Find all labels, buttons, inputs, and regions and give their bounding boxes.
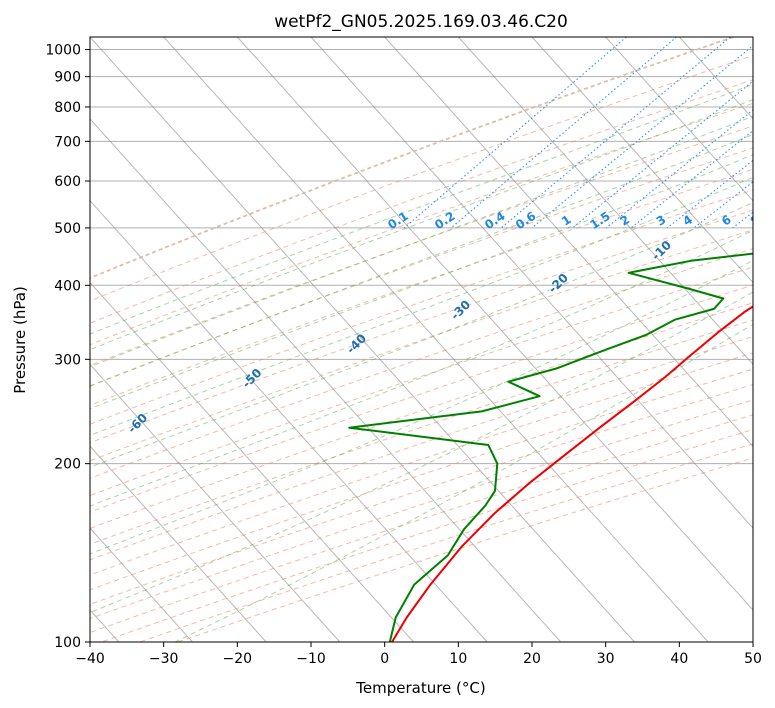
dry-adiabat-line [90,248,753,479]
isotherm-line [531,37,753,284]
x-axis-label: Temperature (°C) [355,679,485,697]
dry-adiabat-line [90,125,753,367]
x-tick-label: 0 [380,651,389,667]
chart-title: wetPf2_GN05.2025.169.03.46.C20 [274,12,568,32]
x-tick-label: −20 [223,651,253,667]
skewed-isotherms [90,37,753,642]
x-tick-label: 20 [523,651,541,667]
dry-adiabat-line [90,384,753,605]
dry-adiabat-line [90,284,753,513]
y-tick-label: 1000 [45,43,81,59]
moist-adiabats [90,83,753,642]
mixing-ratio-line [572,80,753,229]
isotherm-line [90,118,562,642]
mixing-ratio-line [500,37,731,229]
y-tick-label: 900 [54,70,81,86]
dry-adiabat-line [90,37,734,279]
isotherm-line [90,527,193,642]
plot-area: 0.10.20.40.611.52346810131620253036-100-… [90,37,763,642]
mixing-ratio-lines [403,37,753,229]
isotherm-line [384,37,753,448]
moist-adiabat-line [90,115,753,368]
x-tick-label: 30 [597,651,615,667]
isotherm-line [90,281,414,642]
moist-adiabat-line [90,259,753,555]
mixing-ratio-line [450,37,677,229]
y-axis-ticks: 1000 900 800 700 600 500 400 300 200 100 [45,43,90,651]
temperature-profile-line [391,305,753,642]
y-tick-label: 700 [54,134,81,150]
y-tick-label: 800 [54,100,81,116]
y-tick-label: 300 [54,352,81,368]
isotherm-line [90,363,341,642]
y-tick-label: 400 [54,278,81,294]
moist-adiabat-line [90,176,753,436]
x-tick-label: 40 [670,651,688,667]
moist-adiabat-line [90,133,753,387]
dewpoint-profile-line [348,252,753,642]
pressure-gridlines [90,49,753,642]
mixing-ratio-line [630,129,753,229]
y-tick-label: 500 [54,221,81,237]
moist-adiabat-line [90,154,753,410]
mixing-ratio-label: 8 [748,212,763,228]
mixing-ratio-line [403,37,627,229]
plot-frame [89,36,754,643]
x-tick-label: 50 [744,651,762,667]
x-tick-label: −40 [75,651,105,667]
isotherm-line [90,445,267,642]
dry-adiabat-line [90,102,753,346]
dry-adiabats [90,37,753,642]
isotherm-line [457,37,753,366]
x-tick-label: −10 [296,651,326,667]
isotherm-line [236,37,753,611]
x-tick-label: 10 [449,651,467,667]
moist-adiabat-line [90,83,753,335]
moist-adiabat-line [90,99,753,351]
y-tick-label: 100 [54,635,81,651]
x-tick-label: −30 [149,651,179,667]
mixing-ratio-line [666,159,753,229]
dry-adiabat-line [90,302,753,529]
dry-adiabat-line [90,189,753,425]
moist-adiabat-line [90,201,753,468]
moist-adiabat-line [174,323,753,642]
y-axis-label: Pressure (hPa) [11,286,29,394]
mixing-ratio-line [605,109,753,229]
y-tick-label: 600 [54,174,81,190]
isotherm-line [90,37,635,642]
dry-adiabat-line [90,336,753,561]
y-tick-label: 200 [54,457,81,473]
isotherm-line [163,37,709,642]
x-axis-ticks: −40 −30 −20 −10 0 10 20 30 40 50 [75,642,762,667]
sounding-profiles [348,252,753,642]
